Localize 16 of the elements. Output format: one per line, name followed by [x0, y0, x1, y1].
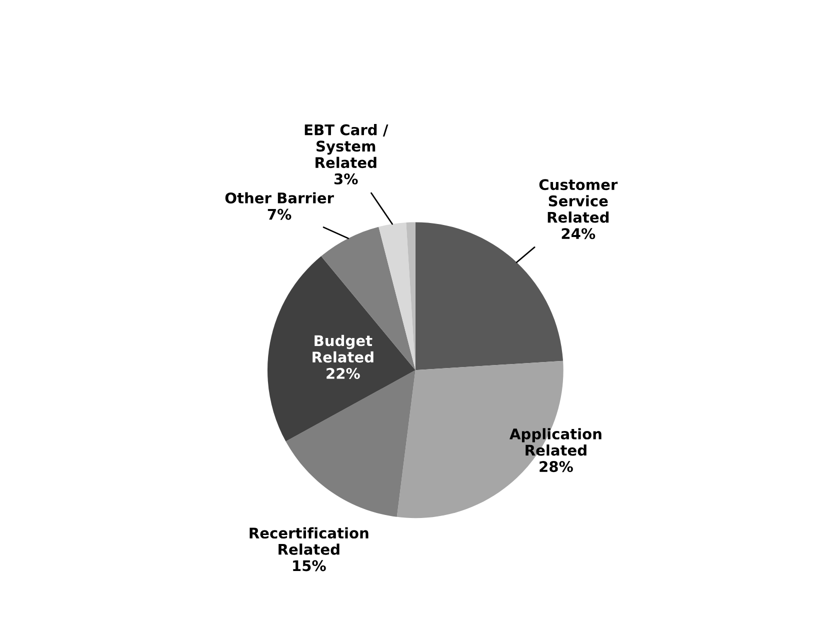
slice-label: Recertification Related: [250, 527, 368, 555]
data-label: 22%: [326, 368, 360, 379]
slice-label: Customer Service Related: [539, 179, 618, 223]
pie-slice: [378, 222, 416, 370]
slice-label: Budget Related: [312, 334, 374, 363]
data-label: 7%: [268, 208, 292, 220]
data-label: 3%: [334, 173, 358, 184]
pie-slice: [415, 222, 564, 370]
slice-label: Other Barrier: [225, 192, 334, 204]
slice-label: EBT Card / System Related: [304, 124, 388, 168]
data-label: 15%: [293, 560, 326, 572]
pie-slice: [406, 222, 416, 370]
pie-slice: [267, 256, 416, 442]
data-label: 28%: [540, 461, 573, 472]
data-label: 24%: [562, 228, 596, 240]
slice-label: Application Related: [510, 428, 602, 456]
